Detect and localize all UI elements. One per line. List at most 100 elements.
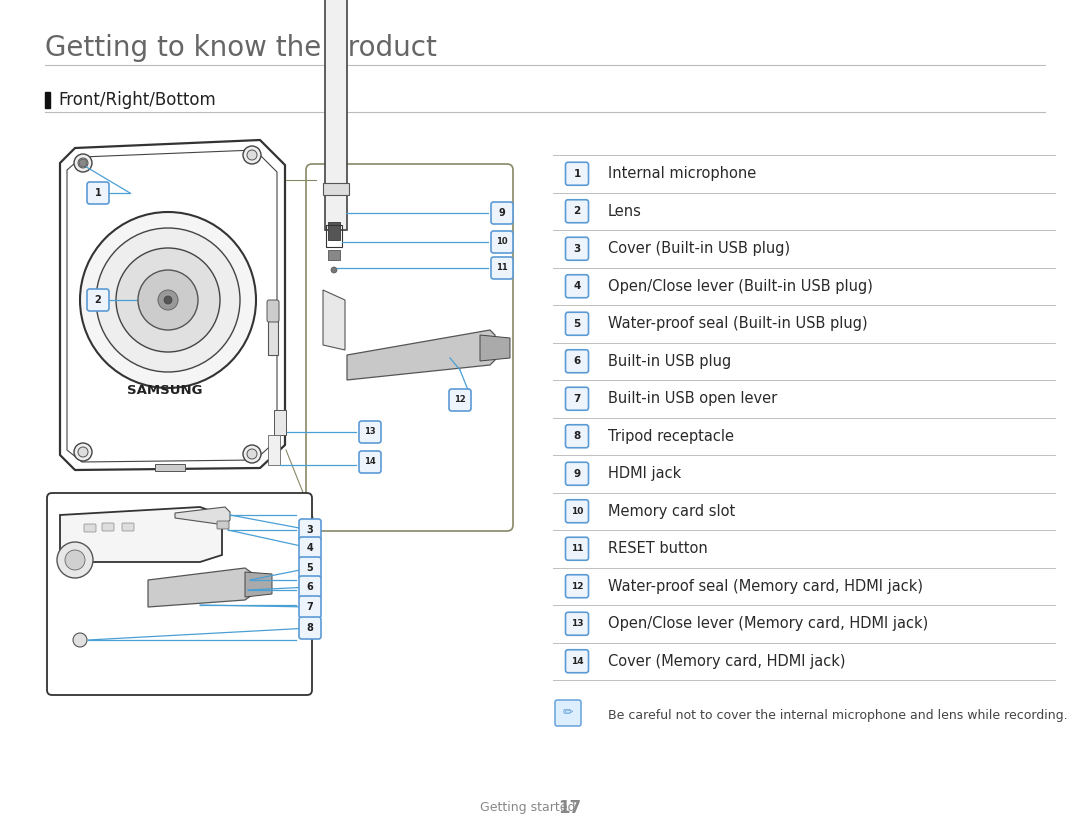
Polygon shape: [60, 507, 222, 562]
FancyBboxPatch shape: [566, 425, 589, 448]
Text: 13: 13: [364, 427, 376, 436]
FancyBboxPatch shape: [299, 617, 321, 639]
Circle shape: [247, 449, 257, 459]
Text: 17: 17: [558, 799, 581, 817]
Text: Water-proof seal (Memory card, HDMI jack): Water-proof seal (Memory card, HDMI jack…: [608, 579, 923, 594]
Circle shape: [164, 296, 172, 304]
Circle shape: [96, 228, 240, 372]
Text: 11: 11: [570, 544, 583, 554]
Circle shape: [80, 212, 256, 388]
FancyBboxPatch shape: [566, 387, 589, 410]
FancyBboxPatch shape: [566, 537, 589, 560]
Bar: [328, 222, 340, 240]
FancyBboxPatch shape: [566, 312, 589, 335]
Text: 8: 8: [573, 431, 581, 441]
Polygon shape: [148, 568, 252, 607]
Circle shape: [138, 270, 198, 330]
FancyBboxPatch shape: [491, 231, 513, 253]
FancyBboxPatch shape: [566, 200, 589, 223]
FancyBboxPatch shape: [566, 650, 589, 672]
Text: SAMSUNG: SAMSUNG: [127, 384, 203, 397]
Circle shape: [73, 633, 87, 647]
Text: 2: 2: [95, 295, 102, 305]
FancyBboxPatch shape: [306, 164, 513, 531]
Polygon shape: [480, 335, 510, 361]
Circle shape: [75, 154, 92, 172]
FancyBboxPatch shape: [48, 493, 312, 695]
Text: ✏: ✏: [563, 706, 573, 719]
FancyBboxPatch shape: [122, 523, 134, 531]
Polygon shape: [175, 507, 230, 525]
FancyBboxPatch shape: [299, 537, 321, 559]
Circle shape: [158, 290, 178, 310]
Text: Memory card slot: Memory card slot: [608, 504, 735, 519]
FancyBboxPatch shape: [299, 576, 321, 598]
FancyBboxPatch shape: [359, 421, 381, 443]
FancyBboxPatch shape: [566, 462, 589, 485]
Text: 4: 4: [307, 543, 313, 553]
FancyBboxPatch shape: [299, 557, 321, 579]
Bar: [268, 305, 278, 355]
Bar: [268, 435, 280, 465]
Text: Open/Close lever (Memory card, HDMI jack): Open/Close lever (Memory card, HDMI jack…: [608, 616, 928, 631]
FancyBboxPatch shape: [566, 612, 589, 635]
FancyBboxPatch shape: [566, 500, 589, 523]
Bar: [323, 183, 349, 195]
Text: 10: 10: [496, 238, 508, 247]
FancyBboxPatch shape: [84, 524, 96, 532]
Text: Built-in USB open lever: Built-in USB open lever: [608, 391, 778, 406]
Text: 3: 3: [573, 243, 581, 254]
Circle shape: [78, 447, 87, 457]
FancyBboxPatch shape: [87, 182, 109, 204]
Polygon shape: [347, 330, 495, 380]
Text: Water-proof seal (Built-in USB plug): Water-proof seal (Built-in USB plug): [608, 316, 867, 332]
Circle shape: [116, 248, 220, 352]
Text: 2: 2: [573, 206, 581, 216]
Circle shape: [330, 267, 337, 273]
Text: 11: 11: [496, 263, 508, 272]
FancyBboxPatch shape: [566, 238, 589, 260]
FancyBboxPatch shape: [87, 289, 109, 311]
Text: 6: 6: [573, 356, 581, 366]
Bar: [156, 464, 185, 471]
Text: HDMI jack: HDMI jack: [608, 466, 681, 481]
FancyBboxPatch shape: [566, 575, 589, 598]
Text: 5: 5: [307, 563, 313, 573]
FancyBboxPatch shape: [566, 350, 589, 373]
FancyBboxPatch shape: [491, 257, 513, 279]
Text: 7: 7: [307, 602, 313, 612]
FancyBboxPatch shape: [566, 275, 589, 298]
Text: Open/Close lever (Built-in USB plug): Open/Close lever (Built-in USB plug): [608, 279, 873, 294]
Circle shape: [247, 150, 257, 160]
Circle shape: [79, 159, 87, 167]
Text: 1: 1: [573, 169, 581, 179]
FancyBboxPatch shape: [491, 202, 513, 224]
Text: 12: 12: [454, 395, 465, 404]
FancyBboxPatch shape: [267, 300, 279, 322]
Text: Getting to know the product: Getting to know the product: [45, 34, 437, 62]
Text: Be careful not to cover the internal microphone and lens while recording.: Be careful not to cover the internal mic…: [608, 710, 1068, 723]
Text: 9: 9: [499, 208, 505, 218]
Text: Getting started: Getting started: [480, 802, 576, 814]
Text: Tripod receptacle: Tripod receptacle: [608, 429, 734, 444]
Text: 6: 6: [307, 582, 313, 592]
Text: Front/Right/Bottom: Front/Right/Bottom: [58, 91, 216, 109]
Text: 1: 1: [95, 188, 102, 198]
Bar: [274, 410, 286, 435]
Text: 3: 3: [307, 525, 313, 535]
Circle shape: [65, 550, 85, 570]
Text: Internal microphone: Internal microphone: [608, 167, 756, 182]
Text: 5: 5: [573, 318, 581, 328]
Polygon shape: [60, 140, 285, 470]
Circle shape: [75, 443, 92, 461]
Polygon shape: [323, 290, 345, 350]
Text: 10: 10: [571, 507, 583, 516]
Bar: [328, 250, 340, 260]
FancyBboxPatch shape: [359, 451, 381, 473]
Text: Lens: Lens: [608, 204, 642, 219]
Polygon shape: [245, 572, 272, 597]
Text: 4: 4: [573, 281, 581, 291]
FancyBboxPatch shape: [555, 700, 581, 726]
Text: Cover (Memory card, HDMI jack): Cover (Memory card, HDMI jack): [608, 653, 846, 669]
Text: RESET button: RESET button: [608, 541, 707, 556]
